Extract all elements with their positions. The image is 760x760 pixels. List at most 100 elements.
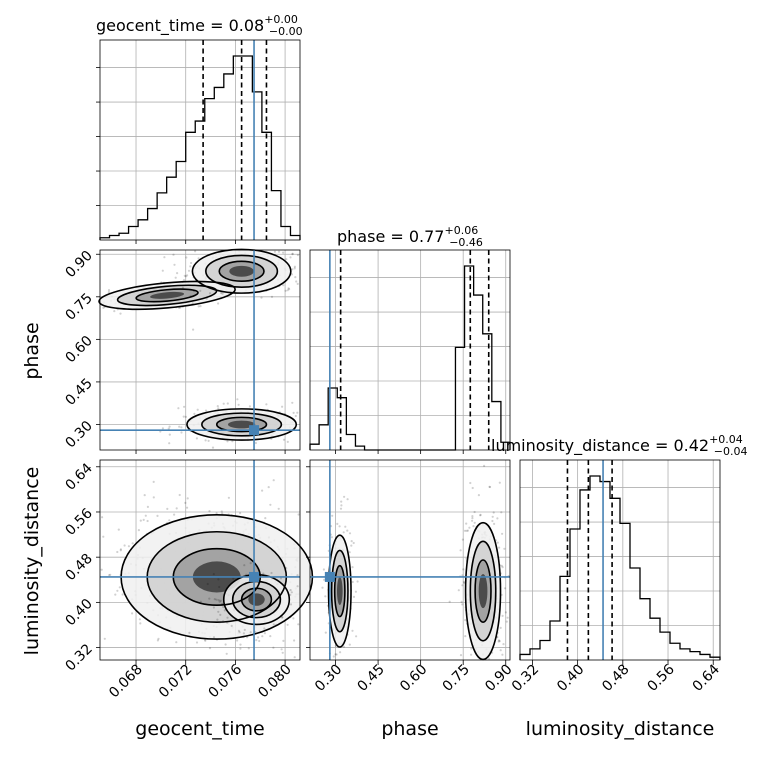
sample-point-2-1-0-161 — [330, 536, 333, 539]
sample-point-2-1-1-270 — [498, 546, 501, 549]
density-fill-1-0-1-3 — [229, 265, 254, 277]
sample-point-2-0-0-284 — [269, 503, 272, 506]
sample-point-2-0-1-4 — [232, 577, 235, 580]
sample-point-1-0-1-19 — [192, 328, 195, 331]
sample-point-2-1-1-26 — [498, 640, 501, 643]
xtick-label-phase-3: 0.75 — [440, 662, 473, 695]
sample-point-2-1-1-204 — [488, 485, 492, 489]
sample-point-2-0-0-427 — [239, 647, 242, 650]
sample-point-2-1-0-19 — [335, 653, 338, 656]
sample-point-1-0-1-5 — [197, 257, 200, 260]
sample-point-2-1-0-70 — [336, 522, 339, 526]
sample-point-2-0-0-23 — [157, 637, 160, 640]
sample-point-2-0-0-317 — [292, 617, 295, 620]
sample-point-2-0-0-348 — [108, 574, 111, 577]
truth-marker-1-0 — [249, 425, 260, 436]
sample-point-2-1-1-17 — [464, 635, 467, 638]
density-fill-1-0-0-3 — [150, 291, 185, 299]
sample-point-1-0-2-6 — [236, 398, 239, 401]
sample-point-2-0-1-86 — [263, 627, 266, 630]
sample-point-1-0-2-80 — [226, 402, 229, 405]
sample-point-2-0-0-359 — [116, 550, 119, 554]
sample-point-2-1-1-240 — [501, 614, 504, 618]
sample-point-1-0-0-109 — [113, 310, 116, 313]
sample-point-1-0-2-55 — [226, 440, 229, 443]
contour-2-1-1-0 — [464, 521, 502, 661]
sample-point-2-1-0-9 — [346, 498, 349, 501]
sample-point-2-0-0-201 — [267, 486, 270, 489]
sample-point-2-0-0-84 — [100, 568, 103, 571]
sample-point-2-1-1-189 — [505, 620, 508, 623]
sample-point-2-0-0-385 — [186, 506, 189, 509]
sample-point-1-0-1-84 — [185, 256, 188, 259]
sample-point-2-0-0-496 — [208, 647, 212, 650]
sample-point-2-1-0-190 — [348, 532, 352, 535]
sample-point-1-0-0-42 — [107, 291, 110, 294]
sample-point-2-1-1-272 — [468, 526, 471, 529]
sample-point-1-0-1-3 — [273, 250, 276, 253]
sample-point-2-0-0-324 — [118, 586, 121, 589]
sample-point-2-1-1-124 — [461, 603, 464, 606]
density-fill-2-1-0-3 — [336, 577, 343, 606]
sample-point-2-0-0-243 — [173, 513, 176, 516]
sample-point-1-0-2-160 — [193, 412, 196, 415]
sample-point-2-1-1-126 — [461, 584, 464, 587]
sample-point-1-0-0-116 — [119, 312, 122, 315]
sample-point-2-0-0-373 — [109, 573, 112, 576]
sample-point-2-1-1-20 — [459, 654, 463, 657]
xtick-label-luminosity_distance-0: 0.32 — [509, 662, 542, 695]
sample-point-2-0-1-121 — [296, 574, 299, 577]
sample-point-2-0-1-80 — [243, 564, 246, 567]
sample-point-2-1-0-99 — [340, 500, 343, 503]
sample-point-2-0-0-137 — [221, 512, 224, 515]
sample-point-2-0-1-19 — [270, 571, 273, 575]
sample-point-2-0-0-499 — [139, 622, 142, 625]
sample-point-2-0-0-145 — [195, 641, 199, 644]
truth-layer — [100, 40, 604, 660]
sample-point-2-0-0-285 — [215, 512, 218, 515]
sample-point-2-1-1-289 — [461, 538, 464, 541]
xlabel-phase: phase — [381, 718, 438, 740]
sample-point-2-0-0-431 — [131, 542, 134, 545]
sample-point-1-0-1-93 — [293, 267, 296, 270]
sample-point-2-1-1-288 — [483, 464, 486, 467]
title-geocent-time: geocent_time = 0.08+0.00 −0.00 — [96, 13, 303, 38]
sample-point-1-0-2-59 — [291, 401, 294, 404]
sample-point-1-0-1-78 — [290, 273, 293, 276]
sample-point-2-0-1-78 — [263, 632, 266, 635]
sample-point-2-0-0-461 — [186, 497, 189, 500]
sample-point-1-0-1-210 — [282, 251, 285, 254]
sample-point-2-0-1-71 — [213, 598, 216, 601]
sample-point-1-0-2-50 — [248, 405, 251, 408]
xlabel-luminosity-distance: luminosity_distance — [526, 718, 715, 740]
sample-point-1-0-1-124 — [173, 263, 176, 266]
ytick-label-phase-4: 0.90 — [62, 248, 95, 281]
sample-point-2-0-1-142 — [296, 585, 299, 588]
panel-2-1-frame — [309, 459, 511, 661]
sample-point-1-0-1-177 — [181, 286, 184, 289]
sample-point-1-0-2-69 — [159, 430, 162, 433]
sample-point-2-0-0-233 — [137, 529, 140, 532]
sample-point-2-1-0-71 — [355, 635, 358, 638]
sample-point-1-0-1-29 — [163, 256, 166, 259]
sample-point-2-0-0-191 — [152, 480, 155, 483]
sample-point-1-0-0-36 — [102, 306, 105, 309]
sample-point-2-0-0-405 — [208, 510, 211, 513]
contour-1-0-2-1 — [201, 412, 283, 437]
sample-point-2-0-1-120 — [226, 616, 229, 619]
sample-point-1-0-1-88 — [172, 253, 175, 256]
sample-point-2-1-0-56 — [340, 504, 343, 507]
sample-point-2-1-1-12 — [499, 626, 502, 630]
sample-point-1-0-1-49 — [285, 258, 288, 261]
sample-point-1-0-1-18 — [221, 292, 224, 295]
panel-1-1-frame — [309, 249, 511, 451]
sample-point-1-0-1-197 — [194, 250, 197, 253]
contour-1-0-1-1 — [205, 254, 279, 288]
xtick-label-geocent_time-2: 0.076 — [206, 661, 246, 701]
sample-point-1-0-1-54 — [182, 279, 186, 282]
sample-point-2-0-1-162 — [269, 635, 272, 638]
sample-point-1-0-1-125 — [183, 274, 186, 277]
sample-point-2-0-0-73 — [239, 643, 242, 646]
sample-point-2-1-0-36 — [331, 514, 334, 517]
sample-point-2-0-1-100 — [218, 585, 221, 589]
